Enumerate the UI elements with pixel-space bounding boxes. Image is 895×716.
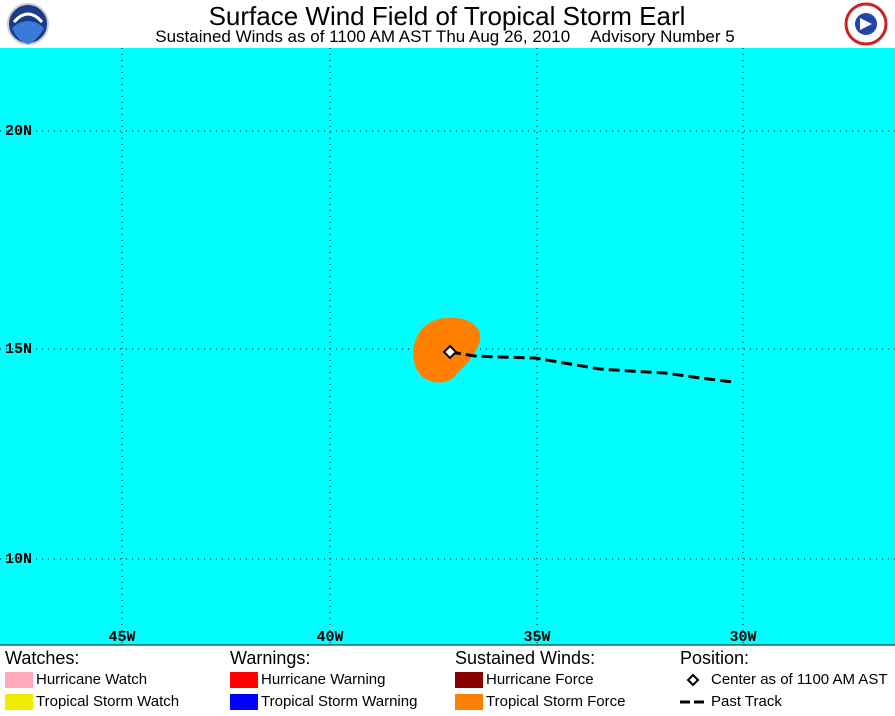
legend-heading: Position:: [680, 648, 749, 668]
longitude-label: 35W: [523, 629, 550, 646]
legend-heading: Sustained Winds:: [455, 648, 595, 668]
nws-logo: [844, 2, 888, 46]
latitude-label: 20N: [5, 123, 32, 140]
advisory: Advisory Number 5: [590, 27, 735, 46]
subtitle-date: Sustained Winds as of 1100 AM AST Thu Au…: [155, 27, 570, 46]
longitude-label: 40W: [316, 629, 343, 646]
legend-swatch: [230, 694, 258, 710]
legend-swatch: [5, 694, 33, 710]
latitude-label: 10N: [5, 551, 32, 568]
legend-label: Tropical Storm Watch: [36, 693, 179, 710]
latitude-label: 15N: [5, 341, 32, 358]
title: Surface Wind Field of Tropical Storm Ear…: [209, 1, 686, 31]
past-track: [449, 350, 734, 384]
noaa-logo: [7, 3, 49, 45]
legend-label: Center as of 1100 AM AST: [711, 671, 887, 688]
legend: Watches: Hurricane Watch Tropical Storm Wa…: [5, 648, 887, 710]
legend-label: Hurricane Watch: [36, 671, 147, 688]
legend-swatch: [455, 672, 483, 688]
longitude-label: 45W: [108, 629, 135, 646]
legend-label: Tropical Storm Force: [486, 693, 625, 710]
legend-heading: Watches:: [5, 648, 79, 668]
longitude-label: 30W: [729, 629, 756, 646]
legend-label: Tropical Storm Warning: [261, 693, 417, 710]
legend-label: Hurricane Warning: [261, 671, 386, 688]
legend-label: Hurricane Force: [486, 671, 594, 688]
legend-heading: Warnings:: [230, 648, 310, 668]
legend-swatch: [5, 672, 33, 688]
storm-center: [442, 344, 458, 360]
legend-label: Past Track: [711, 693, 782, 710]
legend-swatch: [230, 672, 258, 688]
subtitle: Sustained Winds as of 1100 AM AST Thu Au…: [155, 27, 734, 46]
legend-swatch: [455, 694, 483, 710]
legend-center-icon: [686, 673, 700, 687]
